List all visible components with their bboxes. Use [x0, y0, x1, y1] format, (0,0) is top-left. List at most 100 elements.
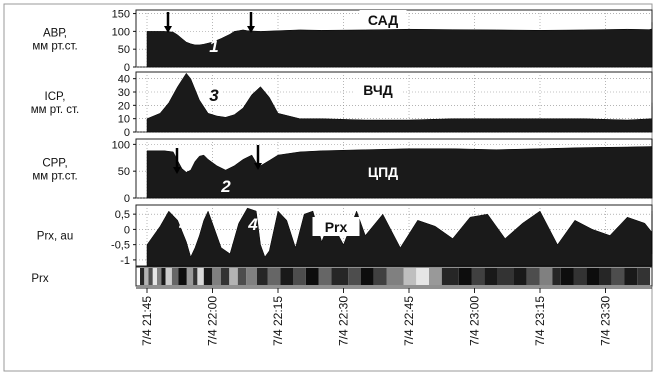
- y-tick-label: 100: [112, 26, 130, 38]
- y-tick-label: 0: [124, 62, 130, 74]
- strip-band: [144, 268, 149, 285]
- panel-label: АВР,: [43, 28, 67, 40]
- arrow-icon-head: [164, 26, 172, 33]
- strip-band: [416, 268, 430, 285]
- strip-band: [484, 268, 498, 285]
- strip-band: [186, 268, 194, 285]
- panel-title: САД: [368, 12, 398, 28]
- strip-band: [458, 268, 472, 285]
- strip-band: [526, 268, 540, 285]
- x-tick-label: 7/4 23:30: [599, 296, 613, 346]
- x-tick-label: 7/4 22:30: [337, 296, 351, 346]
- x-tick-label: 7/4 23:00: [468, 296, 482, 346]
- arrow-icon-head: [254, 163, 262, 170]
- strip-band: [348, 268, 362, 285]
- panel-label: мм рт.ст.: [32, 171, 77, 183]
- strip-frame: [135, 266, 653, 287]
- strip-band: [171, 268, 179, 285]
- annotation-label: 2: [220, 177, 231, 196]
- strip-band: [429, 268, 442, 285]
- panel-cpp: 0 50 100 CPP,мм рт.ст. ЦПД: [32, 138, 653, 205]
- strip-band: [203, 268, 213, 285]
- strip-band: [560, 268, 574, 285]
- strip-band: [637, 268, 651, 285]
- panel-title-box: [359, 10, 407, 29]
- y-tick-label: -1: [120, 255, 130, 267]
- annotation-label: 4: [247, 215, 258, 234]
- annotation-box: [206, 86, 222, 105]
- strip-band: [318, 268, 332, 285]
- panel-abp: 0 50 100 150 АВР,мм рт.ст. САД: [32, 9, 653, 74]
- series-area-icp: [146, 72, 653, 133]
- strip-band: [157, 268, 162, 285]
- strip-band: [256, 268, 268, 285]
- strip-band: [152, 268, 158, 285]
- series-area-abp: [146, 22, 653, 68]
- panel-label: CPP,: [42, 158, 67, 170]
- y-tick-label: 40: [118, 74, 130, 86]
- y-tick-label: 100: [112, 139, 130, 151]
- y-tick-label: 150: [112, 9, 130, 21]
- strip-band: [441, 268, 459, 285]
- strip-band: [386, 268, 404, 285]
- strip-band: [237, 268, 247, 285]
- y-tick-label: 50: [118, 44, 130, 56]
- strip-band: [552, 268, 561, 285]
- strip-band: [539, 268, 553, 285]
- x-tick-label: 7/4 22:15: [271, 296, 285, 346]
- annotation-label: 1: [209, 37, 218, 56]
- strip-band: [246, 268, 257, 285]
- strip-band: [599, 268, 612, 285]
- strip-band: [624, 268, 638, 285]
- panel-title-box: [312, 217, 360, 236]
- strip-band: [361, 268, 374, 285]
- panel-label: мм рт.ст.: [32, 41, 77, 53]
- strip-band: [193, 268, 198, 285]
- strip-band: [497, 268, 514, 285]
- strip-band: [331, 268, 349, 285]
- arrow-icon-head: [247, 26, 255, 33]
- arrow-icon-head: [173, 167, 181, 174]
- strip-band: [267, 268, 281, 285]
- strip-band: [178, 268, 187, 285]
- strip-band: [293, 268, 306, 285]
- panel-label: Prx, au: [37, 231, 73, 243]
- strip-band: [280, 268, 294, 285]
- panel-title: ЦПД: [368, 164, 398, 180]
- strip-band: [373, 268, 387, 285]
- strip-band: [197, 268, 204, 285]
- strip-band: [471, 268, 485, 285]
- strip-band: [229, 268, 238, 285]
- panel-label: ICP,: [45, 91, 66, 103]
- strip-band: [573, 268, 587, 285]
- strip-band: [161, 268, 166, 285]
- strip-band: [148, 268, 153, 285]
- strip-label: Prx: [31, 273, 49, 285]
- panel-title-box: [354, 80, 402, 99]
- strip-band: [220, 268, 230, 285]
- y-tick-label: 0: [124, 193, 130, 205]
- strip-band: [611, 268, 625, 285]
- y-tick-label: 0: [124, 127, 130, 139]
- strip-band: [514, 268, 527, 285]
- strip-band: [305, 268, 319, 285]
- y-tick-label: 10: [118, 114, 130, 126]
- y-tick-label: 30: [118, 87, 130, 99]
- y-tick-label: -0,5: [111, 240, 130, 252]
- y-tick-label: 50: [118, 166, 130, 178]
- strip-band: [140, 268, 145, 285]
- strip-band: [586, 268, 600, 285]
- y-tick-label: 0,5: [115, 209, 130, 221]
- panel-prx: 0,5 0 -0,5 -1 Prx, au Prx: [37, 204, 653, 267]
- panel-title: Prx: [325, 219, 348, 235]
- panel-label: мм рт. ст.: [31, 104, 79, 116]
- x-tick-label: 7/4 23:15: [533, 296, 547, 346]
- y-tick-label: 20: [118, 100, 130, 112]
- strip-band: [403, 268, 417, 285]
- strip-band: [165, 268, 172, 285]
- y-tick-label: 0: [124, 224, 130, 236]
- annotation-label: 4: [178, 215, 189, 234]
- strip-band: [212, 268, 221, 285]
